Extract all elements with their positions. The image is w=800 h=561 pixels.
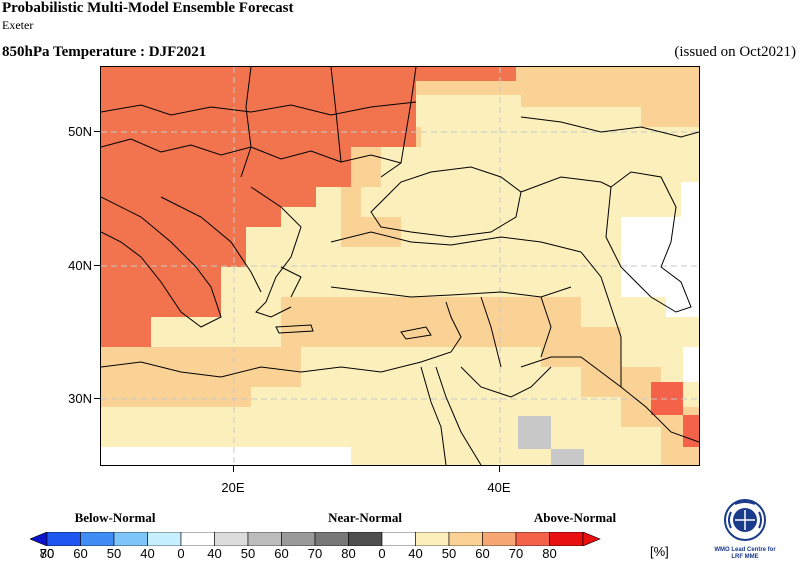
legend-number-below-2: 60 [73, 546, 88, 561]
page-title: Probabilistic Multi-Model Ensemble Forec… [2, 0, 294, 16]
legend-swatch-above-3 [482, 532, 517, 546]
lon-label-40e: 40E [487, 480, 511, 495]
lat-label-50n: 50N [68, 124, 92, 139]
lat-tick-50n [94, 131, 100, 132]
wmo-emblem-icon [724, 499, 766, 541]
legend-below-normal: Below-Normal [74, 510, 156, 525]
legend-number-below-4: 40 [140, 546, 155, 561]
legend-swatch-near-2 [247, 532, 282, 546]
legend-number-above-2: 50 [441, 546, 457, 561]
legend-number-above-0: 0 [378, 546, 386, 561]
legend-number-below-3: 50 [106, 546, 122, 561]
coastlines [101, 67, 699, 465]
legend-number-near-3: 60 [274, 546, 289, 561]
wmo-logo: WMO Lead Centre for LRF MME [700, 498, 790, 560]
legend-swatch-near-4 [314, 532, 349, 546]
lat-tick-30n [94, 398, 100, 399]
legend-swatch-above-1 [415, 532, 450, 546]
legend-swatch-below-2 [80, 532, 115, 546]
legend-number-below-1: 70 [39, 546, 55, 561]
legend-near-normal: Near-Normal [328, 510, 402, 525]
page-subtitle: Exeter [2, 18, 34, 32]
forecast-map-canvas [101, 67, 699, 465]
wmo-line1: WMO Lead Centre for [714, 547, 776, 553]
legend-arrow-right [582, 532, 601, 546]
legend-swatch-below-3 [113, 532, 148, 546]
lon-tick-20e [233, 466, 234, 472]
legend-swatch-above-4 [515, 532, 550, 546]
legend-colorbar [30, 532, 601, 546]
legend-swatch-above-5 [549, 532, 584, 546]
probability-cells [101, 67, 699, 465]
map-title: 850hPa Temperature : DJF2021 [2, 44, 207, 60]
legend-number-above-1: 40 [408, 546, 423, 561]
legend-arrow-left [30, 532, 48, 546]
legend-number-near-4: 70 [307, 546, 323, 561]
legend-swatch-above-2 [448, 532, 483, 546]
legend-number-near-2: 50 [240, 546, 256, 561]
lat-label-40n: 40N [68, 258, 92, 273]
legend-number-near-5: 80 [341, 546, 356, 561]
lat-tick-40n [94, 265, 100, 266]
legend-number-above-4: 70 [508, 546, 524, 561]
legend-swatch-near-3 [281, 532, 316, 546]
legend-number-above-5: 80 [542, 546, 557, 561]
legend-number-near-1: 40 [207, 546, 222, 561]
legend-swatch-above-0 [381, 532, 416, 546]
legend-unit: [%] [650, 544, 669, 559]
forecast-map [100, 66, 700, 466]
issued-date: (issued on Oct2021) [674, 44, 796, 60]
legend-swatch-near-1 [214, 532, 249, 546]
legend-number-above-3: 60 [475, 546, 490, 561]
legend-number-below-0: 80 [39, 546, 55, 561]
legend-swatch-near-5 [348, 532, 383, 546]
legend-swatch-below-1 [46, 532, 81, 546]
wmo-line2: LRF MME [731, 554, 759, 560]
lat-label-30n: 30N [68, 391, 92, 406]
lon-label-20e: 20E [221, 480, 245, 495]
lon-tick-40e [499, 466, 500, 472]
legend-swatch-below-4 [147, 532, 182, 546]
graticule [101, 67, 699, 465]
legend-number-near-0: 0 [177, 546, 185, 561]
legend-swatch-near-0 [180, 532, 215, 546]
legend-above-normal: Above-Normal [533, 510, 617, 525]
